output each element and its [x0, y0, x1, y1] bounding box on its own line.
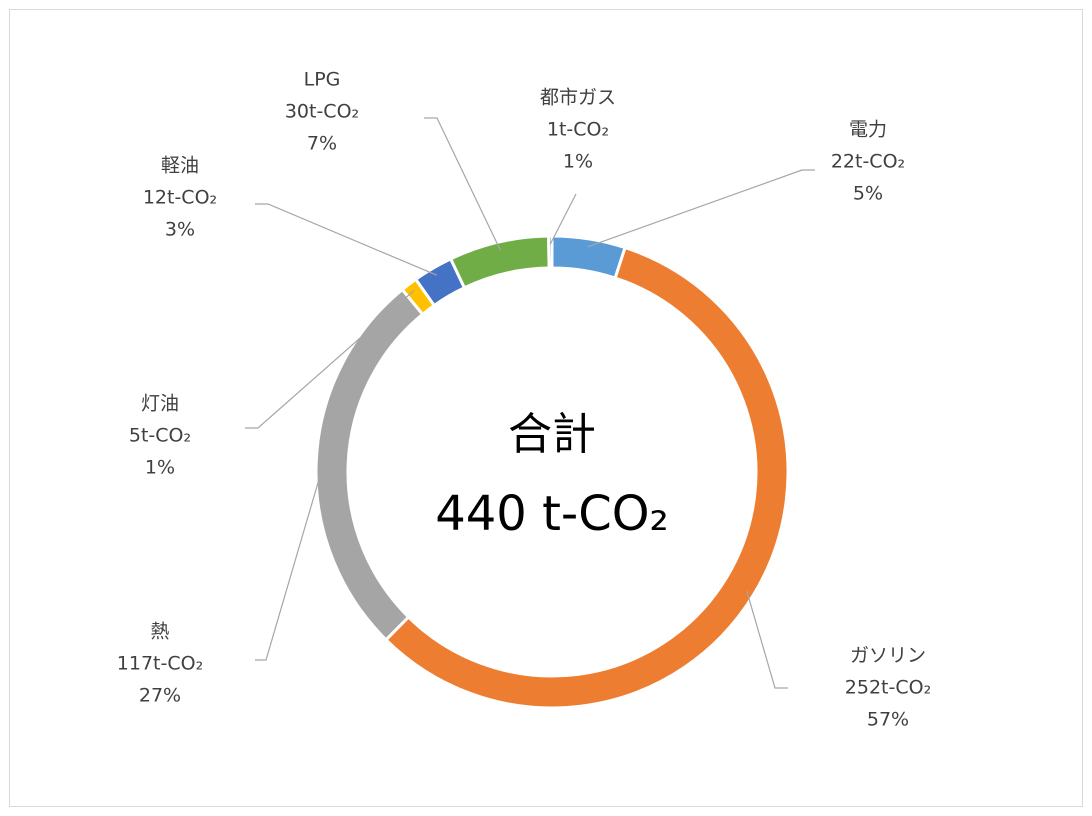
- center-total: 440 t-CO₂: [435, 486, 669, 542]
- percent-label: 1%: [145, 457, 175, 479]
- leader-line: [746, 590, 788, 689]
- percent-label: 7%: [307, 133, 337, 155]
- category-label: ガソリン: [850, 645, 926, 667]
- donut-slice: [547, 234, 554, 270]
- leader-line: [549, 193, 577, 245]
- category-label: 軽油: [161, 155, 199, 177]
- value-label: 30t-CO₂: [285, 101, 359, 123]
- leader-line: [245, 290, 415, 429]
- value-label: 22t-CO₂: [831, 151, 905, 173]
- percent-label: 5%: [853, 183, 883, 205]
- category-label: 灯油: [141, 393, 179, 415]
- leader-line: [255, 203, 438, 276]
- center-title: 合計: [508, 409, 596, 460]
- value-label: 117t-CO₂: [117, 653, 203, 675]
- category-label: LPG: [304, 69, 341, 91]
- percent-label: 57%: [867, 709, 909, 731]
- category-label: 電力: [849, 119, 887, 141]
- chart-frame: [9, 9, 1083, 807]
- value-label: 252t-CO₂: [845, 677, 931, 699]
- value-label: 1t-CO₂: [547, 119, 609, 141]
- percent-label: 27%: [139, 685, 181, 707]
- donut-slice: [383, 245, 790, 710]
- category-label: 都市ガス: [540, 87, 616, 109]
- value-label: 5t-CO₂: [129, 425, 191, 447]
- category-label: 熱: [150, 621, 169, 643]
- leader-line: [587, 169, 815, 248]
- leader-line: [424, 117, 501, 251]
- percent-label: 1%: [563, 151, 593, 173]
- leader-line: [255, 461, 325, 661]
- percent-label: 3%: [165, 219, 195, 241]
- value-label: 12t-CO₂: [143, 187, 217, 209]
